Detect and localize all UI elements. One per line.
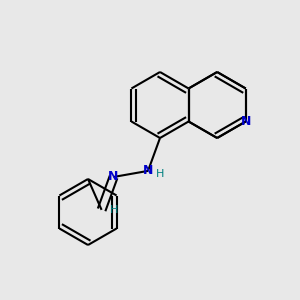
Text: N: N (143, 164, 153, 177)
Text: N: N (108, 170, 119, 184)
Text: H: H (156, 169, 164, 179)
Text: N: N (241, 115, 251, 128)
Text: H: H (110, 205, 118, 215)
